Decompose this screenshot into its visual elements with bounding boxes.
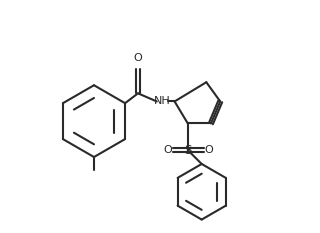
Text: O: O (163, 145, 172, 155)
Text: O: O (134, 52, 142, 62)
Text: S: S (184, 144, 191, 157)
Text: NH: NH (154, 96, 170, 106)
Text: O: O (205, 145, 213, 155)
